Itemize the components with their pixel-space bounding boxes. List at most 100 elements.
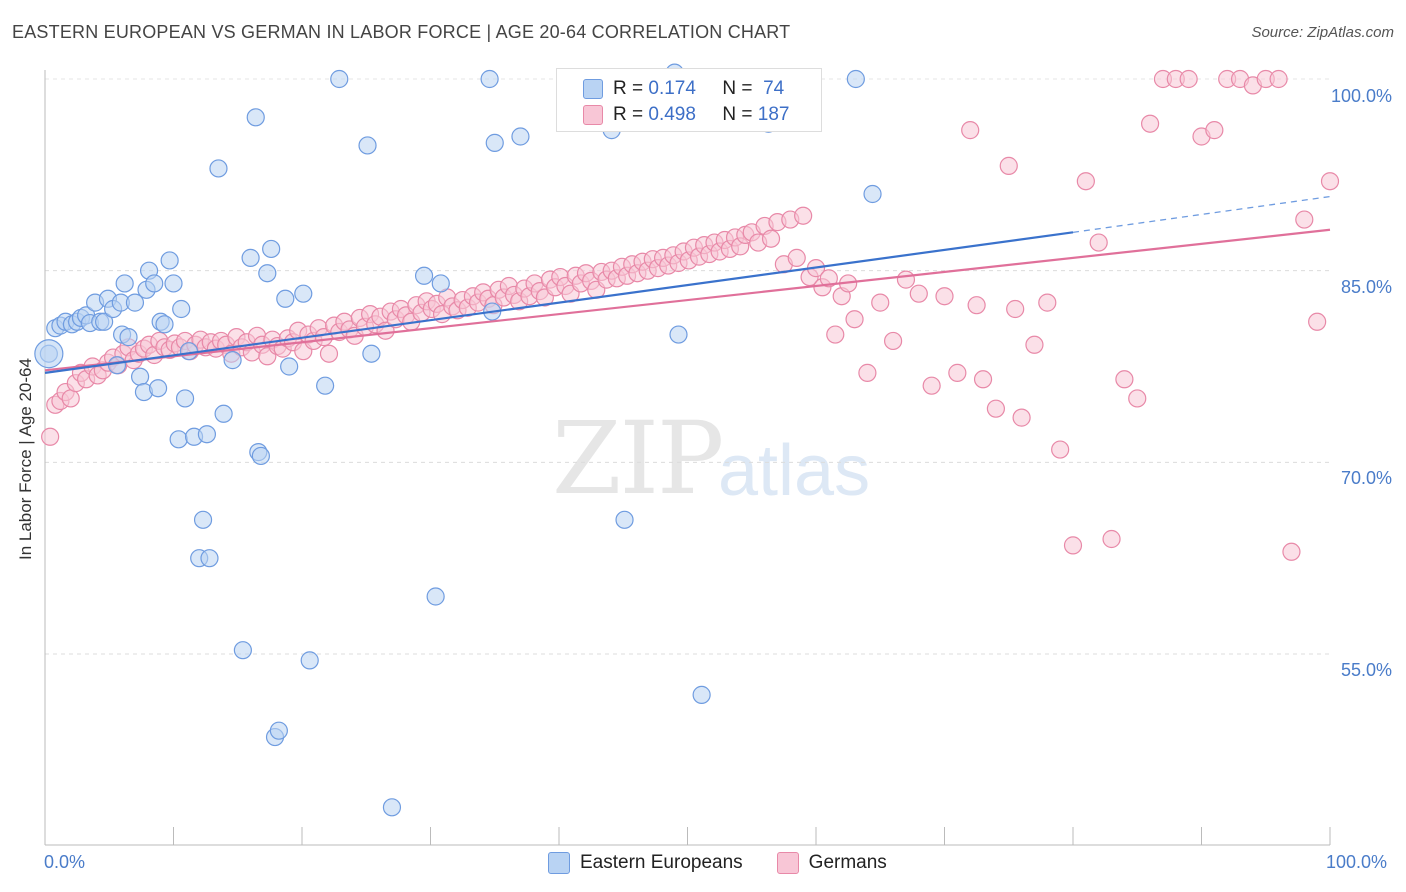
x-tick-label-end: 100.0%	[1326, 852, 1388, 872]
data-point	[160, 251, 179, 270]
legend-item-eastern-europeans[interactable]: Eastern Europeans	[548, 852, 743, 874]
data-point	[1308, 312, 1327, 331]
data-point	[794, 206, 813, 225]
germans-points	[41, 69, 1340, 561]
r-label: R =	[613, 78, 644, 99]
data-point	[615, 510, 634, 529]
data-point	[214, 404, 233, 423]
data-point	[511, 127, 530, 146]
data-point	[269, 721, 288, 740]
data-point	[223, 351, 242, 370]
data-point	[787, 248, 806, 267]
r-label: R =	[613, 104, 644, 125]
axes	[44, 70, 1331, 846]
y-axis-label: In Labor Force | Age 20-64	[16, 358, 35, 560]
germans-swatch	[776, 852, 799, 874]
data-point	[480, 69, 499, 89]
data-point	[1038, 293, 1057, 312]
data-point	[669, 325, 688, 344]
data-point	[1012, 408, 1031, 427]
data-point	[294, 284, 313, 303]
legend-row-eastern-europeans: R = 0.174 N = 74	[583, 77, 784, 101]
data-point	[1051, 440, 1070, 459]
data-point	[251, 446, 270, 466]
legend-item-germans[interactable]: Germans	[776, 852, 887, 874]
data-point	[61, 389, 80, 408]
data-point	[1179, 69, 1198, 89]
y-tick-label: 85.0%	[1340, 277, 1392, 297]
data-point	[909, 284, 928, 303]
data-point	[172, 299, 191, 319]
data-point	[845, 310, 864, 329]
data-point	[1282, 542, 1301, 561]
data-point	[169, 430, 188, 449]
legend-label: Eastern Europeans	[580, 852, 743, 873]
n-value: 187	[757, 104, 790, 125]
data-point	[819, 269, 838, 288]
data-point	[1269, 69, 1288, 89]
data-point	[197, 425, 217, 444]
data-point	[280, 357, 299, 376]
data-point	[130, 367, 150, 386]
data-point	[863, 184, 882, 204]
data-point	[414, 266, 434, 285]
y-tick-label: 70.0%	[1340, 468, 1392, 488]
data-point	[1089, 233, 1108, 252]
n-value: 74	[763, 78, 785, 99]
data-point	[1025, 335, 1044, 354]
x-tick-label-start: 0.0%	[44, 852, 86, 872]
chart-title: EASTERN EUROPEAN VS GERMAN IN LABOR FORC…	[12, 22, 791, 42]
data-point	[179, 342, 199, 361]
data-point	[961, 121, 980, 140]
data-point	[1063, 536, 1083, 555]
legend-row-germans: R = 0.498 N = 187	[583, 103, 789, 127]
r-value: 0.174	[648, 78, 696, 99]
stats-legend: R = 0.174 N = 74 R = 0.498 N = 187	[556, 68, 822, 132]
data-point	[233, 641, 252, 660]
n-label: N =	[722, 78, 753, 99]
data-point	[1115, 370, 1134, 389]
data-point	[107, 356, 127, 375]
source-label: Source: ZipAtlas.com	[1251, 24, 1394, 41]
watermark-atlas: atlas	[718, 431, 871, 511]
eastern-europeans-trend-extension	[1072, 195, 1331, 233]
trend-lines	[44, 195, 1331, 374]
data-point	[1320, 172, 1340, 191]
data-point	[258, 264, 277, 283]
data-point	[485, 133, 504, 152]
data-point	[95, 312, 114, 331]
data-point	[330, 69, 349, 89]
data-point	[164, 274, 183, 293]
data-point	[262, 239, 281, 259]
data-point	[41, 427, 60, 446]
data-point	[1102, 529, 1121, 549]
data-point	[1128, 389, 1147, 408]
data-point	[1006, 299, 1025, 319]
data-point	[362, 344, 381, 363]
data-point	[426, 587, 445, 606]
germans-swatch	[583, 105, 603, 125]
data-point	[246, 108, 265, 127]
data-point	[241, 248, 260, 267]
data-point	[276, 289, 295, 308]
data-point	[300, 651, 319, 670]
data-point	[175, 389, 195, 408]
data-point	[382, 798, 402, 817]
data-point	[200, 549, 219, 568]
data-point	[948, 363, 967, 382]
data-point	[692, 685, 711, 704]
eastern-europeans-trend-line	[44, 231, 1074, 374]
data-point	[967, 296, 986, 315]
eastern-europeans-swatch	[548, 852, 570, 874]
legend-label: Germans	[808, 852, 887, 873]
series-legend: Eastern Europeans Germans	[548, 852, 921, 874]
y-tick-label: 100.0%	[1330, 86, 1392, 106]
r-value: 0.498	[648, 104, 696, 125]
data-point	[119, 328, 138, 347]
data-point	[858, 363, 877, 382]
data-point	[922, 376, 941, 395]
data-point	[125, 293, 145, 312]
germans-trend-line	[44, 228, 1331, 372]
data-point	[148, 379, 168, 398]
